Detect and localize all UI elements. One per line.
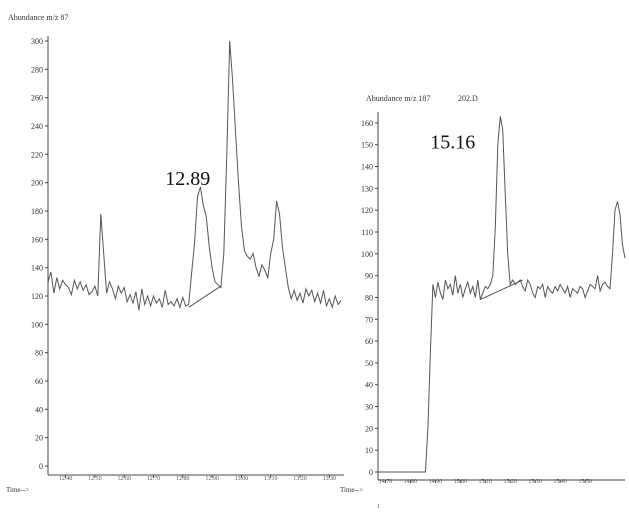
chart-right-peak-label: 15.16: [430, 131, 475, 153]
y-tick-label: 30: [365, 403, 373, 412]
chart-right-x-label: Time-->: [340, 486, 363, 494]
y-tick-label: 80: [35, 349, 43, 358]
x-tick-label: 13.20: [293, 476, 307, 482]
x-tick-label: 12.90: [205, 476, 219, 482]
y-tick-label: 150: [361, 141, 373, 150]
y-tick-label: 160: [31, 235, 43, 244]
y-tick-label: 130: [361, 184, 373, 193]
x-tick-label: 12.70: [147, 476, 161, 482]
chart-right-mz187: Abundance m/z 187 202.D 0 10 20 30 40 50 60 70 8…: [340, 94, 626, 494]
page-number: 1: [377, 504, 380, 510]
chart-right-x-ticks: 14.70 14.80 14.90 15.00 15.10 15.20 15.30 15.40…: [379, 479, 592, 485]
y-tick-label: 100: [31, 320, 43, 329]
y-tick-label: 200: [31, 179, 43, 188]
x-tick-label: 12.60: [117, 476, 131, 482]
y-tick-label: 60: [35, 377, 43, 386]
y-tick-label: 20: [35, 434, 43, 443]
y-tick-label: 70: [365, 315, 373, 324]
chart-left-peak-label: 12.89: [165, 168, 210, 190]
chart-left-title: Abundance m/z 87: [8, 13, 68, 22]
x-tick-label: 12.40: [59, 476, 73, 482]
x-tick-label: 13.10: [264, 476, 278, 482]
y-tick-label: 0: [39, 462, 43, 471]
chart-left-x-label: Time-->: [6, 486, 29, 494]
x-tick-label: 12.80: [176, 476, 190, 482]
x-tick-label: 15.30: [528, 479, 542, 485]
y-tick-label: 260: [31, 94, 43, 103]
chart-left-y-ticks: 0 20 40 60 80 100 120 140 160 180 200 220 240 260 280 3…: [31, 37, 48, 471]
y-tick-label: 120: [31, 292, 43, 301]
x-tick-label: 14.70: [379, 479, 393, 485]
y-tick-label: 10: [365, 446, 373, 455]
chart-right-file-label: 202.D: [458, 94, 478, 103]
y-tick-label: 80: [365, 293, 373, 302]
x-tick-label: 14.80: [404, 479, 418, 485]
x-tick-label: 14.90: [429, 479, 443, 485]
y-tick-label: 120: [361, 206, 373, 215]
y-tick-label: 280: [31, 65, 43, 74]
x-tick-label: 15.00: [454, 479, 468, 485]
y-tick-label: 240: [31, 122, 43, 131]
chart-left-peak-baseline: [188, 285, 222, 308]
y-tick-label: 90: [365, 272, 373, 281]
y-tick-label: 40: [365, 381, 373, 390]
y-tick-label: 40: [35, 405, 43, 414]
chart-left-x-ticks: 12.40 12.50 12.60 12.70 12.80 12.90 13.00 13.10…: [59, 475, 336, 482]
chart-right-y-ticks: 0 10 20 30 40 50 60 70 80 90 100 110 120 130 140 150 160: [361, 119, 378, 477]
x-tick-label: 15.20: [503, 479, 517, 485]
x-tick-label: 15.50: [578, 479, 592, 485]
y-tick-label: 50: [365, 359, 373, 368]
chart-right-title: Abundance m/z 187: [366, 94, 430, 103]
y-tick-label: 60: [365, 337, 373, 346]
y-tick-label: 180: [31, 207, 43, 216]
x-tick-label: 15.10: [479, 479, 493, 485]
y-tick-label: 0: [369, 468, 373, 477]
chart-left-trace: [47, 40, 342, 311]
y-tick-label: 140: [361, 163, 373, 172]
x-tick-label: 12.50: [88, 476, 102, 482]
x-tick-label: 15.40: [553, 479, 567, 485]
y-tick-label: 110: [361, 228, 373, 237]
y-tick-label: 220: [31, 150, 43, 159]
y-tick-label: 300: [31, 37, 43, 46]
y-tick-label: 160: [361, 119, 373, 128]
x-tick-label: 13.00: [235, 476, 249, 482]
y-tick-label: 100: [361, 250, 373, 259]
x-tick-label: 13.30: [323, 476, 337, 482]
y-tick-label: 140: [31, 264, 43, 273]
chart-right-peak-baseline: [480, 279, 523, 301]
chart-left-mz87: Abundance m/z 87 0 20 40 60 80 100 120 140 160 18…: [6, 13, 344, 494]
y-tick-label: 20: [365, 424, 373, 433]
chart-right-trace: [378, 116, 626, 473]
